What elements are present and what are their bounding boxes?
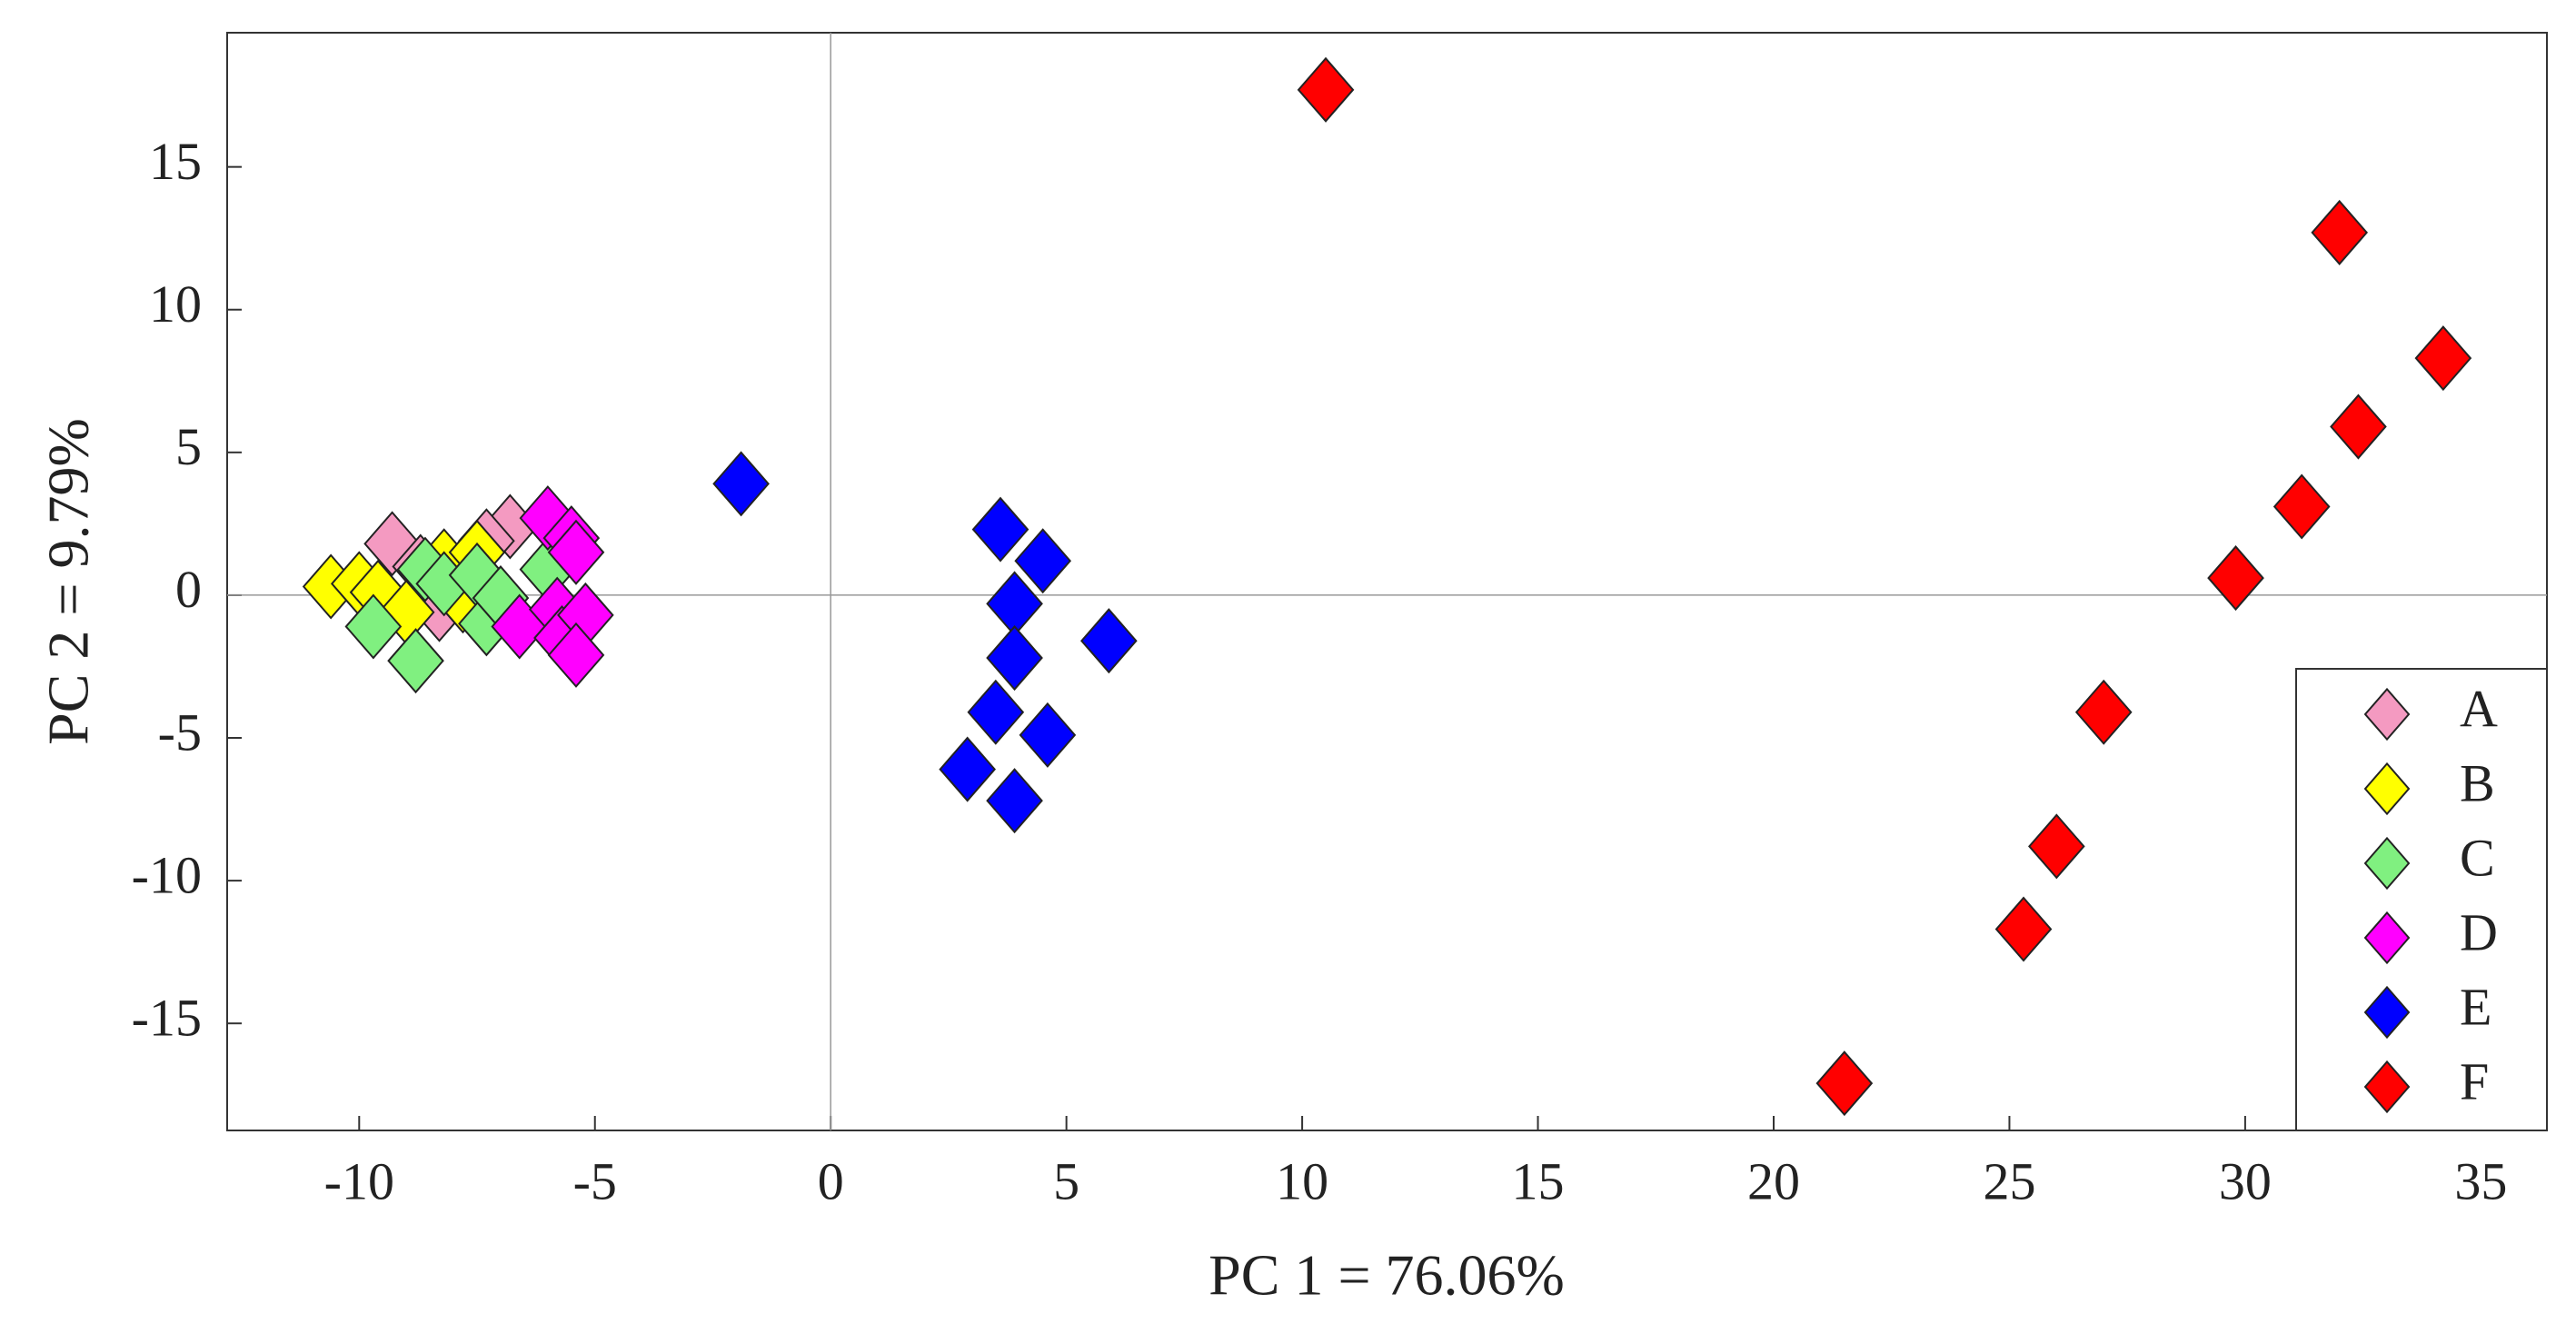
point [971, 496, 1029, 562]
y-tick-label: -15 [132, 988, 202, 1047]
x-tick-label: -5 [573, 1151, 617, 1210]
y-tick-label: 15 [149, 132, 202, 191]
point [2273, 473, 2331, 540]
legend-marker [2363, 762, 2411, 816]
x-tick-label: 5 [1053, 1151, 1079, 1210]
legend [2295, 668, 2548, 1131]
point [1014, 528, 1072, 594]
point [1019, 702, 1077, 768]
point [344, 593, 403, 660]
legend-marker [2363, 985, 2411, 1040]
x-tick-label: 15 [1512, 1151, 1565, 1210]
x-tick-label: 25 [1983, 1151, 2035, 1210]
point [2074, 679, 2133, 745]
point [2207, 545, 2264, 612]
y-tick-label: 5 [175, 417, 202, 476]
x-tick-label: 30 [2219, 1151, 2272, 1210]
point [387, 628, 444, 694]
x-tick-label: 35 [2454, 1151, 2507, 1210]
point [939, 736, 997, 802]
x-tick-label: -10 [324, 1151, 394, 1210]
legend-label: F [2460, 1051, 2489, 1110]
point [1297, 56, 1355, 123]
x-tick-label: 10 [1276, 1151, 1328, 1210]
point [1994, 896, 2053, 962]
plot-area [226, 32, 2548, 1131]
point [1815, 1050, 1874, 1117]
legend-marker [2363, 836, 2411, 891]
y-axis-title: PC 2 = 9.79% [36, 418, 101, 745]
legend-label: B [2460, 753, 2495, 812]
y-tick-label: 10 [149, 274, 202, 334]
legend-label: E [2460, 977, 2491, 1036]
point [712, 451, 770, 517]
point [363, 511, 421, 577]
legend-label: D [2460, 902, 2498, 961]
y-tick-label: -5 [158, 702, 202, 762]
point [986, 768, 1043, 834]
x-axis-title: PC 1 = 76.06% [1208, 1243, 1565, 1308]
point [2414, 325, 2472, 392]
point [547, 622, 605, 688]
point [1080, 608, 1138, 674]
y-tick-label: 0 [175, 560, 202, 619]
legend-marker [2363, 687, 2411, 742]
point [2028, 813, 2085, 880]
x-tick-label: 0 [818, 1151, 844, 1210]
x-tick-label: 20 [1747, 1151, 1800, 1210]
point [519, 485, 577, 552]
legend-marker [2363, 911, 2411, 965]
legend-label: C [2460, 828, 2495, 887]
point [967, 679, 1025, 745]
point [547, 519, 605, 585]
legend-marker [2363, 1060, 2411, 1114]
y-tick-label: -10 [132, 845, 202, 904]
point [2311, 199, 2369, 265]
point [2330, 393, 2387, 460]
point [986, 625, 1043, 692]
legend-label: A [2460, 679, 2498, 738]
